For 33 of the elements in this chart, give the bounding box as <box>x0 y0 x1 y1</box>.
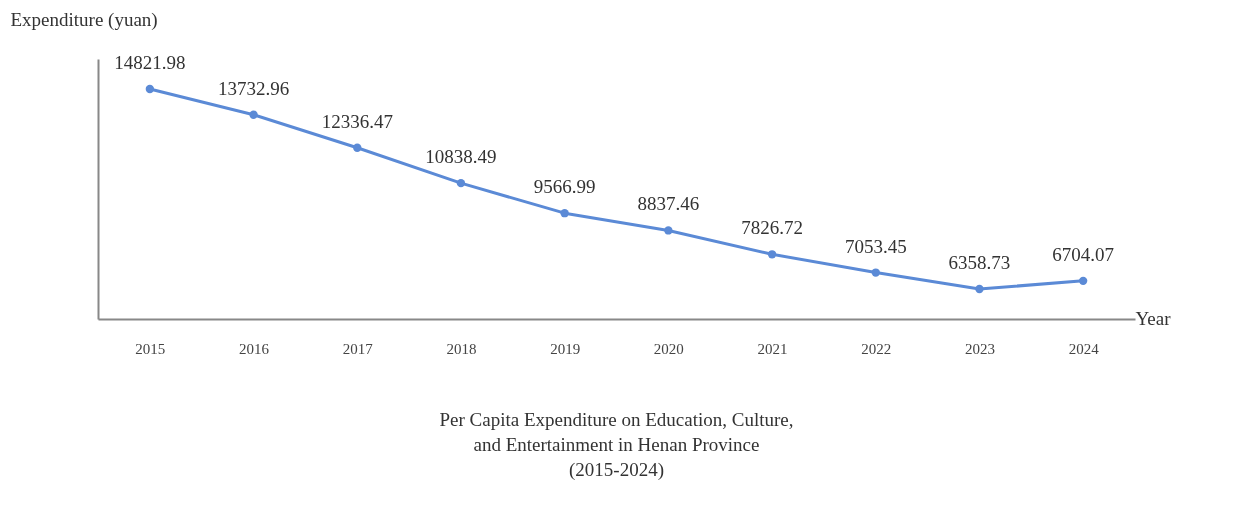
y-axis-title: Expenditure (yuan) <box>10 8 158 31</box>
x-tick-label: 2017 <box>342 340 374 357</box>
data-label: 7053.45 <box>844 235 907 257</box>
data-label: 10838.49 <box>425 146 497 168</box>
data-label: 13732.96 <box>217 77 290 99</box>
x-tick-label: 2015 <box>135 340 166 357</box>
x-tick-label: 2019 <box>550 340 581 357</box>
x-tick-label: 2021 <box>757 340 788 357</box>
point <box>249 110 258 119</box>
x-tick-label: 2022 <box>861 340 892 357</box>
x-tick-label: 2023 <box>964 340 995 357</box>
data-label: 6704.07 <box>1052 243 1115 265</box>
data-label: 8837.46 <box>637 193 700 215</box>
point <box>456 178 466 188</box>
point <box>975 284 984 294</box>
data-label: 6358.73 <box>948 252 1011 273</box>
data-label: 7826.72 <box>741 217 803 239</box>
point <box>560 209 569 218</box>
point <box>664 226 673 235</box>
point <box>353 143 362 152</box>
data-label: 14821.98 <box>114 52 186 73</box>
x-tick-label: 2024 <box>1068 340 1100 357</box>
x-axis-title: Year <box>1135 307 1172 329</box>
point <box>145 84 155 94</box>
data-label: 9566.99 <box>533 176 596 198</box>
x-tick-label: 2018 <box>446 340 477 357</box>
x-tick-label: 2020 <box>653 340 684 357</box>
point <box>871 268 880 277</box>
data-label: 12336.47 <box>321 110 393 132</box>
text: Per Capita Expenditure on Education, Culture, and Entertainment in Henan Province (2015-2024) <box>439 409 794 481</box>
point <box>767 250 777 259</box>
x-tick-label: 2016 <box>239 340 270 357</box>
point <box>1078 276 1088 286</box>
